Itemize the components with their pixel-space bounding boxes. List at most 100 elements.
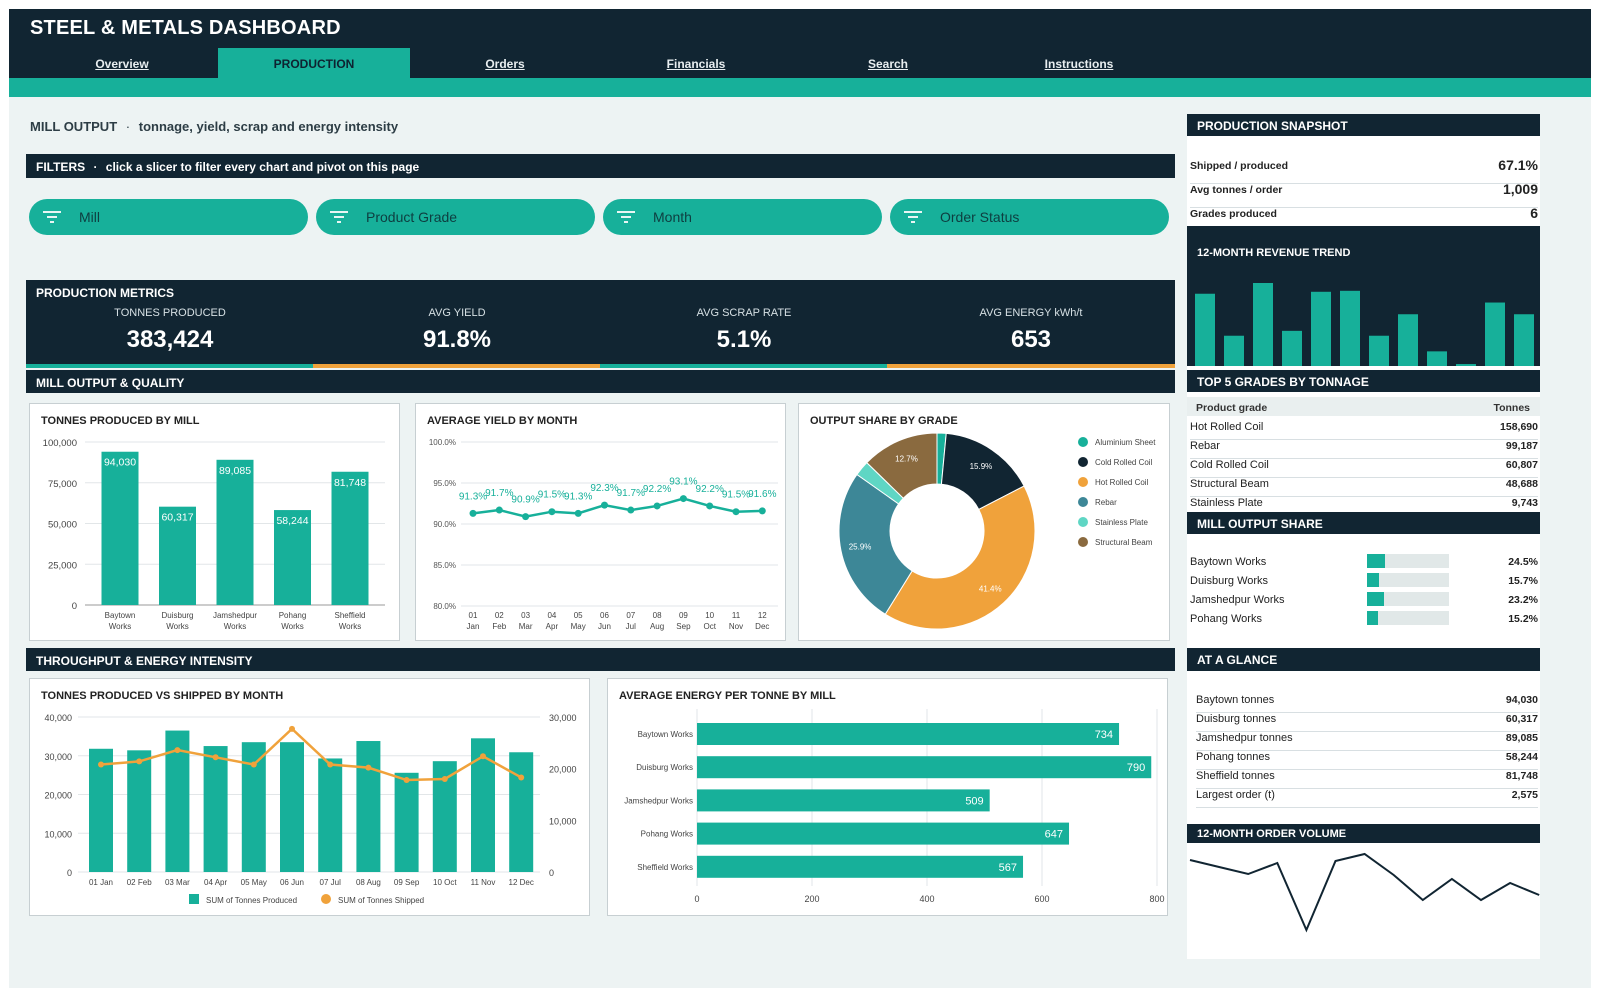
- data-point: [574, 509, 582, 517]
- table-row: Jamshedpur Works 23.2%: [1190, 592, 1538, 613]
- data-label: 91.5%: [538, 490, 566, 501]
- data-label: 92.3%: [590, 483, 618, 494]
- row-value: 2,575: [1511, 789, 1538, 801]
- table-row: Baytown tonnes 94,030: [1196, 694, 1538, 713]
- slicer-month[interactable]: Month: [603, 199, 882, 235]
- series-line: [100, 727, 522, 782]
- y-tick-label: 0: [67, 868, 72, 878]
- x-tick-label: 600: [1034, 894, 1049, 904]
- data-label: 90.9%: [511, 495, 539, 506]
- chart-title: TONNES PRODUCED VS SHIPPED BY MONTH: [41, 690, 284, 702]
- row-value: 6: [1530, 205, 1538, 221]
- chart-title: AVERAGE YIELD BY MONTH: [427, 415, 578, 427]
- row-value: 60,317: [1505, 713, 1538, 725]
- slicer-mill[interactable]: Mill: [29, 199, 308, 235]
- top5-header-row: Product grade Tonnes: [1187, 397, 1540, 416]
- x-tick-label: Pohang: [279, 611, 307, 620]
- y-tick-label: 100,000: [43, 438, 77, 449]
- bar: [89, 748, 113, 872]
- bar: [1282, 330, 1302, 366]
- bar: [1311, 291, 1331, 366]
- y2-tick-label: 0: [549, 868, 554, 878]
- table-row: Shipped / produced 67.1%: [1190, 157, 1538, 184]
- tab-financials[interactable]: Financials: [666, 57, 726, 71]
- share-bar-fill: [1367, 611, 1379, 625]
- row-label: Hot Rolled Coil: [1190, 421, 1264, 433]
- data-label: 509: [965, 795, 983, 807]
- table-row: Duisburg tonnes 60,317: [1196, 713, 1538, 732]
- y2-tick-label: 10,000: [549, 816, 577, 826]
- x-tick-label: 01 Jan: [89, 878, 113, 887]
- y2-tick-label: 30,000: [549, 713, 577, 723]
- data-label: 41.4%: [979, 585, 1002, 594]
- data-point: [706, 502, 714, 510]
- x-tick-label: Works: [166, 622, 189, 631]
- metric-value: 5.1%: [716, 326, 772, 353]
- legend-label: Cold Rolled Coil: [1095, 458, 1153, 467]
- revenue-title: 12-MONTH REVENUE TREND: [1197, 247, 1351, 259]
- share-chart: 15.9% 41.4% 25.9% 12.7% Aluminium Sheet Cold …: [838, 432, 1156, 630]
- tab-production[interactable]: PRODUCTION: [218, 48, 410, 78]
- data-point: [403, 777, 410, 784]
- row-value: 48,688: [1505, 478, 1538, 490]
- y-tick-label: 50,000: [48, 520, 77, 531]
- legend-swatch: [1078, 437, 1088, 447]
- share-bar: [1367, 611, 1449, 625]
- x-tick-label: 02: [495, 611, 504, 620]
- bar: [1369, 335, 1389, 366]
- legend-label: SUM of Tonnes Shipped: [338, 896, 424, 905]
- revenue-sparkbars: [1195, 283, 1534, 366]
- bar: [697, 723, 1120, 745]
- data-label: 60,317: [161, 512, 193, 524]
- bar: [331, 471, 369, 605]
- slicer-order-status[interactable]: Order Status: [890, 199, 1169, 235]
- chart-title: AVERAGE ENERGY PER TONNE BY MILL: [619, 690, 836, 702]
- y-tick-label: 85.0%: [433, 561, 456, 570]
- tab-search[interactable]: Search: [867, 57, 909, 71]
- x-tick-label: Jan: [467, 622, 480, 631]
- top5-col-grade: Product grade: [1196, 402, 1268, 414]
- data-label: 92.2%: [696, 484, 724, 495]
- bar: [1398, 314, 1418, 366]
- metric-label: AVG ENERGY kWh/t: [979, 307, 1083, 319]
- row-label: Jamshedpur tonnes: [1196, 732, 1293, 744]
- row-value: 15.2%: [1508, 613, 1538, 625]
- legend-label: Hot Rolled Coil: [1095, 478, 1149, 487]
- tab-overview[interactable]: Overview: [95, 57, 149, 71]
- x-tick-label: 04 Apr: [204, 878, 227, 887]
- glance-title: AT A GLANCE: [1187, 648, 1540, 671]
- prodship-chart: 0 10,000 20,000 30,000 40,000 0 10,000 20,000 30…: [44, 713, 577, 905]
- bar: [241, 742, 266, 872]
- x-tick-label: 12: [758, 611, 767, 620]
- tab-orders[interactable]: Orders: [485, 57, 525, 71]
- x-tick-label: 05: [574, 611, 583, 620]
- x-tick-label: Jul: [626, 622, 636, 631]
- data-label: 89,085: [219, 465, 251, 477]
- metrics-panel: PRODUCTION METRICS: [26, 280, 1175, 368]
- table-row: Cold Rolled Coil 60,807: [1190, 459, 1538, 478]
- pie-slice: [866, 432, 938, 499]
- row-value: 89,085: [1505, 732, 1538, 744]
- series-line: [1189, 852, 1540, 933]
- table-row: Jamshedpur tonnes 89,085: [1196, 732, 1538, 751]
- x-tick-label: Jamshedpur: [213, 611, 257, 620]
- data-label: 92.2%: [643, 484, 671, 495]
- x-tick-label: 03 Mar: [165, 878, 190, 887]
- share-chart-card: OUTPUT SHARE BY GRADE 15.9% 41.4% 25.9% 12.…: [798, 403, 1170, 641]
- yield-chart: 80.0% 85.0% 90.0% 95.0% 100.0% 91.3% 01 Jan 91.7…: [429, 438, 778, 631]
- x-tick-label: Jun: [598, 622, 611, 631]
- y-tick-label: 100.0%: [429, 438, 456, 447]
- y2-tick-label: 20,000: [549, 765, 577, 775]
- x-tick-label: Sheffield: [335, 611, 366, 620]
- tab-instructions[interactable]: Instructions: [1044, 57, 1114, 71]
- x-tick-label: May: [571, 622, 586, 631]
- row-value: 24.5%: [1508, 556, 1538, 568]
- slicer-product-grade[interactable]: Product Grade: [316, 199, 595, 235]
- share-bar: [1367, 592, 1449, 606]
- legend-label: Stainless Plate: [1095, 518, 1148, 527]
- row-value: 94,030: [1505, 694, 1538, 706]
- energy-chart: 0 200 400 600 800 734 Baytown Works 790 Duisburg…: [624, 709, 1165, 904]
- series-line: [472, 497, 763, 518]
- data-point: [250, 761, 257, 768]
- x-tick-label: 200: [804, 894, 819, 904]
